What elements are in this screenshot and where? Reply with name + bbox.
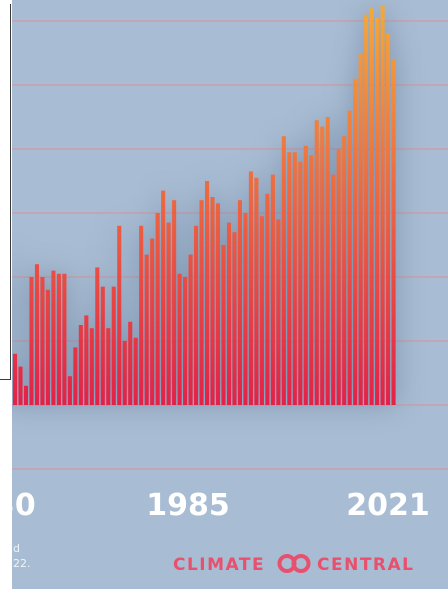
bar-1979 [161, 190, 166, 405]
bar-1983 [183, 277, 188, 405]
bar-1990 [221, 245, 226, 405]
bar-2020 [386, 33, 391, 406]
bar-1999 [270, 174, 275, 405]
bar-2017 [369, 8, 374, 405]
bar-1992 [232, 232, 237, 405]
brand-text-central: CENTRAL [317, 555, 415, 575]
bar-1970 [111, 286, 116, 405]
brand-text-climate: CLIMATE [173, 555, 265, 575]
bar-2014 [353, 78, 358, 405]
bar-1982 [177, 273, 182, 405]
bar-2000 [276, 219, 281, 405]
bar-1976 [144, 254, 149, 405]
overlapping-panel-edge [0, 0, 12, 589]
bar-2018 [375, 17, 380, 406]
bar-2011 [336, 149, 341, 405]
bar-2002 [287, 152, 292, 405]
bar-1977 [150, 238, 155, 405]
x-tick-label-1985: 1985 [146, 488, 230, 523]
bar-2019 [380, 5, 385, 405]
bar-1993 [237, 200, 242, 405]
bar-2001 [281, 136, 286, 405]
bar-2012 [342, 136, 347, 405]
bar-1981 [172, 200, 177, 405]
bar-1995 [248, 171, 253, 405]
bar-2013 [347, 110, 352, 405]
bar-1953 [18, 366, 23, 405]
bar-1968 [100, 286, 105, 405]
bar-1969 [106, 328, 111, 405]
bar-1963 [73, 347, 78, 405]
bar-1994 [243, 213, 248, 405]
climate-central-logo: CLIMATE CENTRAL [173, 554, 415, 575]
bar-1955 [29, 277, 34, 405]
bar-1987 [204, 181, 210, 405]
bar-1998 [265, 193, 270, 405]
climate-central-logo-icon [277, 554, 311, 573]
bar-1991 [226, 222, 232, 405]
bar-1986 [199, 200, 204, 405]
bar-2007 [314, 120, 319, 405]
bar-1965 [84, 315, 89, 405]
source-text-line-1: d [13, 542, 20, 555]
bar-1996 [254, 177, 259, 405]
bar-1962 [67, 376, 72, 405]
bar-1966 [89, 328, 94, 405]
bar-2005 [303, 145, 308, 406]
source-text-line-2: 22. [13, 557, 31, 570]
bar-2008 [320, 126, 325, 405]
bar-1978 [155, 213, 160, 405]
bar-1954 [23, 385, 29, 405]
bar-1975 [139, 225, 144, 405]
bar-1973 [128, 321, 133, 405]
bar-1957 [40, 277, 45, 405]
bar-1952 [12, 353, 18, 405]
bar-1984 [188, 254, 193, 405]
bar-2006 [309, 155, 314, 405]
bar-1971 [117, 225, 122, 405]
bar-1985 [194, 225, 199, 405]
bar-2003 [292, 152, 297, 405]
bar-2004 [298, 161, 303, 405]
bar-1989 [215, 203, 221, 405]
bar-1960 [56, 273, 61, 405]
bar-2015 [358, 53, 363, 405]
bar-1972 [122, 341, 127, 405]
bar-2016 [364, 14, 369, 405]
bar-1980 [166, 222, 171, 405]
bar-1958 [45, 289, 50, 405]
bar-1974 [133, 337, 138, 405]
bar-1959 [51, 270, 56, 405]
bar-1997 [259, 216, 264, 405]
bar-2009 [325, 117, 330, 405]
bar-1956 [34, 264, 40, 405]
bar-1961 [62, 273, 67, 405]
panel-border [0, 4, 11, 380]
bar-1967 [95, 267, 100, 405]
x-tick-label-2021: 2021 [346, 488, 430, 523]
bar-2010 [331, 174, 336, 405]
bar-1988 [210, 197, 215, 405]
bar-1964 [78, 325, 83, 405]
bar-2021 [391, 59, 396, 406]
